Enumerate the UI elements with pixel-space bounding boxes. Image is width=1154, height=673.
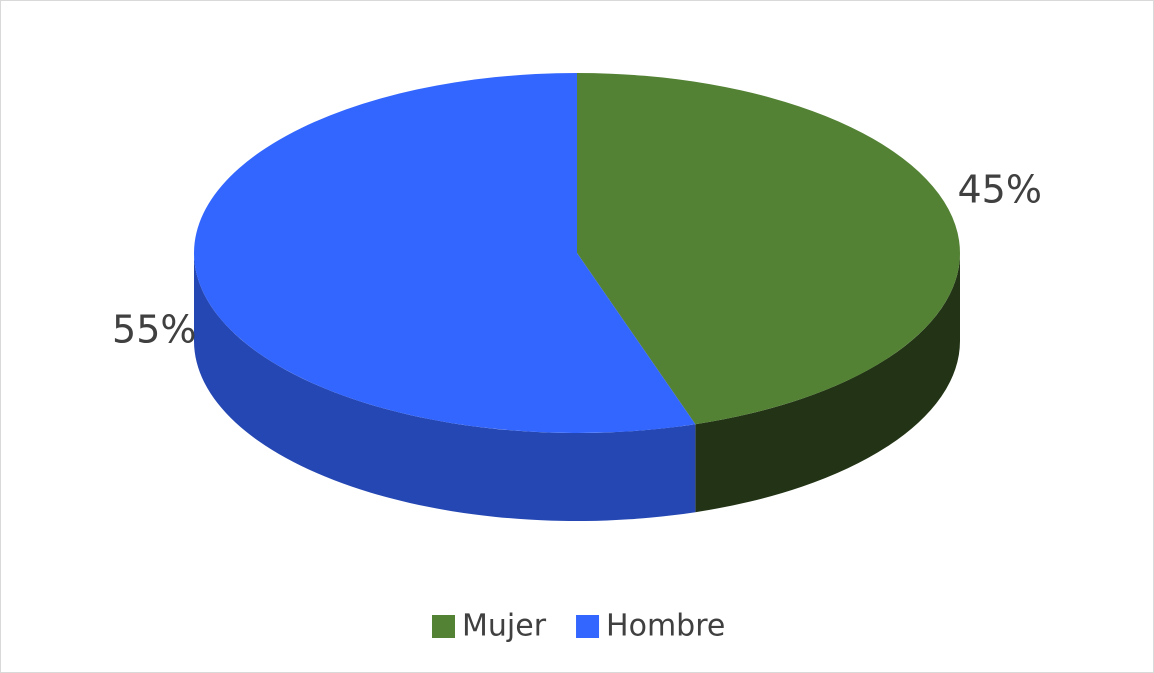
legend-swatch — [432, 615, 455, 638]
legend-swatch — [576, 615, 600, 638]
slice-side — [695, 253, 960, 513]
data-label: 45% — [957, 167, 1041, 211]
legend-label: Mujer — [462, 609, 547, 644]
slice — [577, 73, 961, 425]
slice — [194, 73, 696, 433]
data-label: 55% — [112, 308, 196, 352]
legend-label: Hombre — [606, 609, 725, 644]
slice-side — [194, 253, 696, 522]
